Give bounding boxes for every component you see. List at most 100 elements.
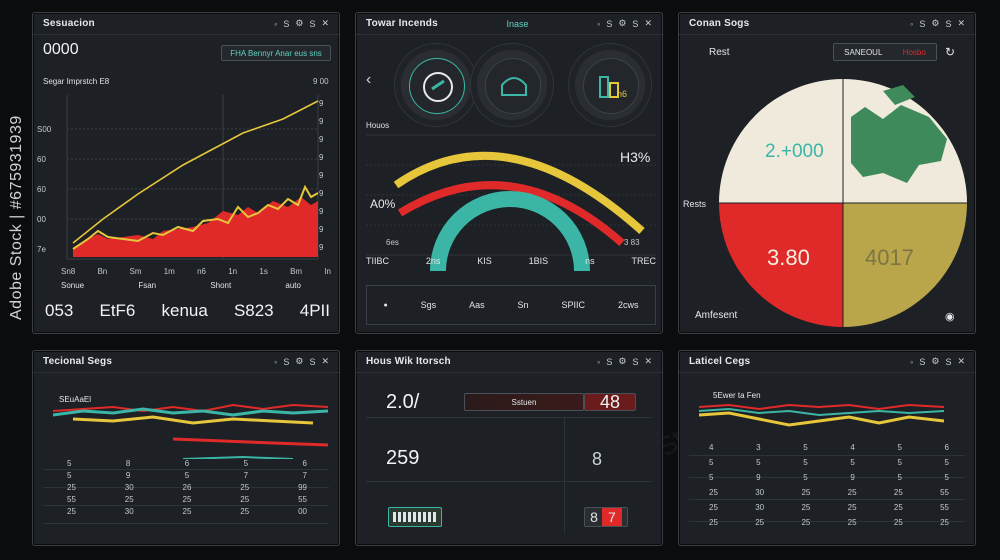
- info-icon[interactable]: ◉: [945, 311, 955, 323]
- header-icon-label[interactable]: S: [632, 356, 639, 367]
- pin-icon[interactable]: ●: [383, 301, 388, 309]
- value-pair[interactable]: 8 7: [584, 507, 628, 527]
- stat-value: 4PII: [299, 301, 330, 320]
- table-row: 5 9 5 9 5 5: [709, 473, 949, 488]
- lock-icon[interactable]: ◦: [597, 356, 601, 367]
- close-icon[interactable]: ✕: [957, 18, 965, 28]
- badge-left: SANEOUL: [844, 47, 883, 57]
- panel-line-table-2: Laticel Cegs ◦ S ⚙ S ✕ 5Ewer ta Fen 4 3 …: [678, 350, 976, 546]
- panel-line-table: Tecional Segs ◦ S ⚙ S ✕ SEuAaEl 5 8 6 5 …: [32, 350, 340, 546]
- table-cell: 6: [302, 459, 307, 468]
- panel-header: Laticel Cegs ◦ S ⚙ S ✕: [679, 351, 975, 373]
- pie-chart: [719, 79, 967, 327]
- settings-icon[interactable]: ⚙: [931, 18, 940, 28]
- lock-icon[interactable]: ◦: [274, 18, 278, 29]
- progress-fill: [393, 512, 437, 522]
- value-3: 259: [386, 447, 420, 469]
- tab-item[interactable]: Aas: [469, 300, 485, 310]
- table-cell: 25: [709, 503, 718, 512]
- settings-icon[interactable]: ⚙: [295, 18, 304, 28]
- y-right-tick: 9: [319, 117, 324, 126]
- footer-labels: Sonue Fsan Shont auto: [61, 281, 301, 290]
- settings-icon[interactable]: ⚙: [618, 18, 627, 28]
- dial-3[interactable]: n6: [568, 43, 652, 127]
- refresh-icon[interactable]: ↻: [945, 45, 956, 59]
- filter-badge[interactable]: SANEOUL Hosbo: [833, 43, 937, 61]
- header-icons: ◦ S ⚙ S ✕: [910, 356, 965, 367]
- tab-item[interactable]: 2cws: [617, 300, 639, 310]
- metric-label: ns: [585, 256, 595, 266]
- value-2[interactable]: 48: [584, 392, 636, 412]
- x-tick-label: Sn8: [61, 267, 76, 276]
- dial-2[interactable]: [470, 43, 554, 127]
- stats-row: 053 EtF6 kenua S823 4PII: [45, 301, 330, 321]
- tab-item[interactable]: Sn: [517, 300, 529, 310]
- settings-icon[interactable]: ⚙: [295, 356, 304, 366]
- data-table: 4 3 5 4 5 6 5 5 5 5 5 5 5 9 5 9 5 5 25 3…: [709, 443, 949, 533]
- table-row: 55 25 25 25 55: [67, 495, 307, 507]
- panel-title: Conan Sogs: [689, 18, 750, 29]
- close-icon[interactable]: ✕: [644, 356, 652, 366]
- table-cell: 25: [940, 518, 949, 527]
- red-area-series: [73, 197, 318, 257]
- big-value: 0000: [43, 41, 79, 58]
- close-icon[interactable]: ✕: [644, 18, 652, 28]
- table-cell: 9: [125, 471, 131, 480]
- gauge-value-right: H3%: [620, 149, 651, 165]
- close-icon[interactable]: ✕: [321, 18, 329, 28]
- table-cell: 6: [184, 459, 190, 468]
- table-cell: 25: [240, 507, 250, 516]
- panel-header: Conan Sogs ◦ S ⚙ S ✕: [679, 13, 975, 35]
- table-cell: 4: [709, 443, 714, 452]
- tab-item[interactable]: Sgs: [420, 300, 437, 310]
- header-icon-label[interactable]: S: [919, 356, 926, 367]
- status-badge[interactable]: FHA Bennyr Anar eus sns: [221, 45, 331, 61]
- footer-label: Sonue: [61, 281, 85, 290]
- teal-series: [698, 407, 945, 417]
- header-icon-label[interactable]: S: [606, 18, 613, 29]
- header-icon-label[interactable]: S: [945, 356, 952, 367]
- dial-1[interactable]: [394, 43, 478, 127]
- multi-line-chart: [52, 403, 329, 459]
- table-cell: 5: [897, 443, 902, 452]
- panel-title: Tecional Segs: [43, 356, 113, 367]
- close-icon[interactable]: ✕: [321, 356, 329, 366]
- header-icon-label[interactable]: S: [283, 18, 290, 29]
- y-right-tick: 9: [319, 225, 324, 234]
- tab-item[interactable]: SPIIC: [561, 300, 586, 310]
- header-icon-label[interactable]: S: [309, 18, 316, 29]
- metric-label: KIS: [477, 256, 492, 266]
- settings-icon[interactable]: ⚙: [931, 356, 940, 366]
- table-cell: 25: [182, 507, 192, 516]
- header-icon-label[interactable]: S: [283, 356, 290, 367]
- chevron-left-icon[interactable]: ‹: [366, 71, 372, 88]
- lock-icon[interactable]: ◦: [274, 356, 278, 367]
- panel-header: Tecional Segs ◦ S ⚙ S ✕: [33, 351, 339, 373]
- lock-icon[interactable]: ◦: [910, 18, 914, 29]
- progress-chip[interactable]: [388, 507, 442, 527]
- close-icon[interactable]: ✕: [957, 356, 965, 366]
- settings-icon[interactable]: ⚙: [618, 356, 627, 366]
- x-tick-label: Bn: [97, 267, 108, 276]
- table-cell: 30: [755, 503, 765, 512]
- table-cell: 25: [709, 518, 718, 527]
- label-badge[interactable]: Sstuen: [464, 393, 584, 411]
- lock-icon[interactable]: ◦: [597, 18, 601, 29]
- header-icon-label[interactable]: S: [309, 356, 316, 367]
- header-icon-label[interactable]: S: [945, 18, 952, 29]
- table-cell: 25: [847, 503, 857, 512]
- metrics-row: TIIBC 2ns KIS 1BIS ns TREC: [366, 256, 656, 266]
- table-cell: 5: [709, 458, 714, 467]
- table-cell: 25: [847, 488, 857, 497]
- lock-icon[interactable]: ◦: [910, 356, 914, 367]
- table-row: 25 30 26 25 99: [67, 483, 307, 495]
- header-icon-label[interactable]: S: [919, 18, 926, 29]
- header-icon-label[interactable]: S: [606, 356, 613, 367]
- x-tick-label: In: [324, 267, 331, 276]
- table-cell: 5: [184, 471, 190, 480]
- data-table: 5 8 6 5 6 5 9 5 7 7 25 30 26 25 99 55 25…: [67, 459, 307, 519]
- header-icon-label[interactable]: S: [632, 18, 639, 29]
- y-right-tick: 9: [319, 207, 324, 216]
- table-row: 25 30 25 25 25 55: [709, 503, 949, 518]
- table-cell: 5: [67, 459, 72, 468]
